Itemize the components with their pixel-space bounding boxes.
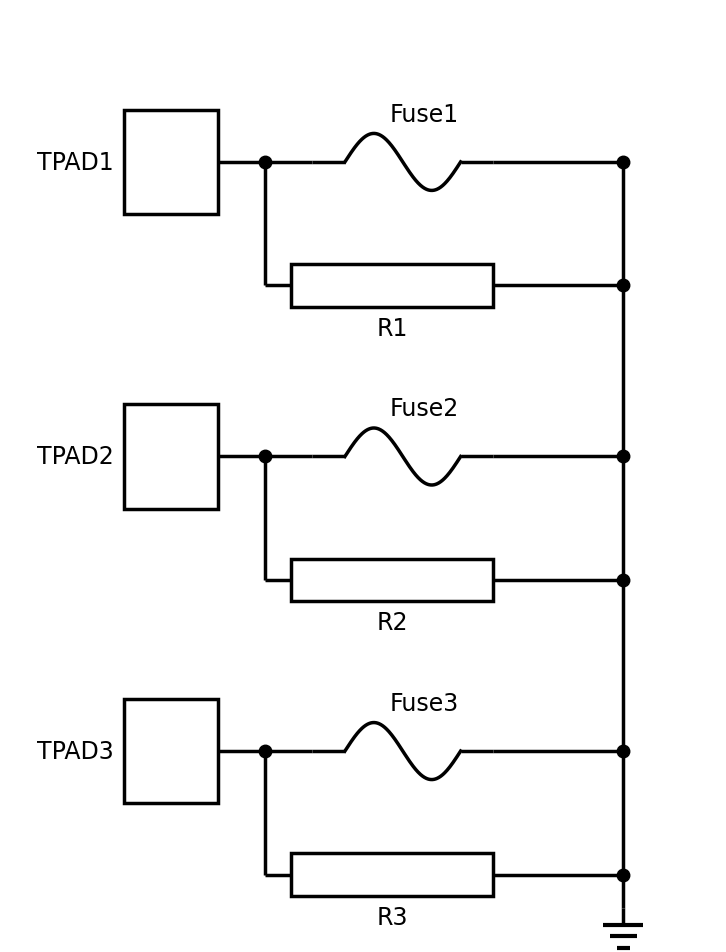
Text: R2: R2	[376, 611, 408, 635]
Bar	[290, 559, 493, 602]
Text: R3: R3	[376, 905, 408, 929]
Bar	[124, 405, 219, 509]
Bar	[124, 699, 219, 803]
Text: TPAD2: TPAD2	[37, 445, 113, 469]
Text: Fuse2: Fuse2	[390, 397, 459, 421]
Text: TPAD3: TPAD3	[37, 740, 113, 764]
Bar	[290, 853, 493, 896]
Text: Fuse1: Fuse1	[390, 103, 459, 127]
Bar	[124, 110, 219, 215]
Text: TPAD1: TPAD1	[37, 150, 113, 175]
Bar	[290, 265, 493, 307]
Text: R1: R1	[376, 316, 407, 341]
Text: Fuse3: Fuse3	[390, 691, 459, 715]
